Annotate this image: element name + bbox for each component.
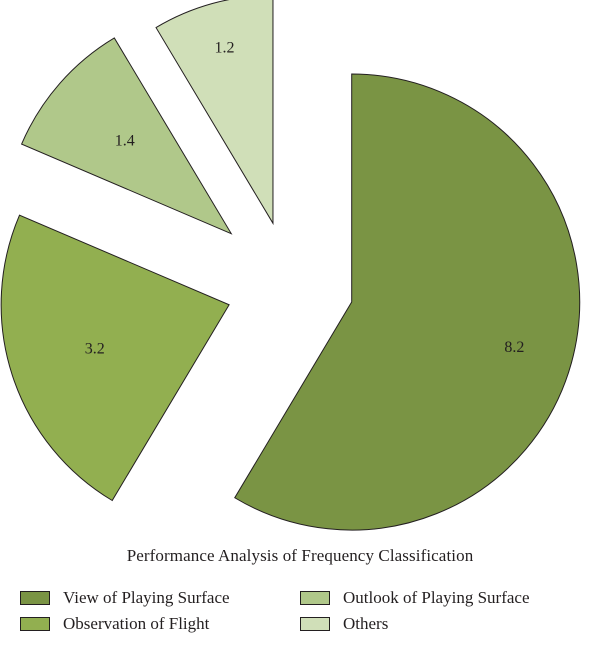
slice-value-label: 3.2 (85, 340, 105, 357)
pie-slice-view-of-playing-surface (235, 74, 580, 530)
pie-slice-observation-of-flight (1, 215, 229, 500)
chart-title: Performance Analysis of Frequency Classi… (0, 546, 600, 566)
slice-value-label: 1.4 (115, 133, 135, 150)
pie-chart: 8.2 3.2 1.4 1.2 (0, 0, 600, 540)
legend-label: Others (343, 614, 388, 634)
legend-item-observation-of-flight: Observation of Flight (20, 614, 209, 634)
legend-label: Outlook of Playing Surface (343, 588, 530, 608)
legend-label: View of Playing Surface (63, 588, 230, 608)
legend-swatch (20, 617, 50, 631)
legend-swatch (300, 591, 330, 605)
slice-value-label: 1.2 (214, 39, 234, 56)
legend-swatch (20, 591, 50, 605)
slice-value-label: 8.2 (504, 339, 524, 356)
legend-item-view-of-playing-surface: View of Playing Surface (20, 588, 230, 608)
legend-swatch (300, 617, 330, 631)
legend-item-others: Others (300, 614, 388, 634)
legend-item-outlook-of-playing-surface: Outlook of Playing Surface (300, 588, 530, 608)
legend-label: Observation of Flight (63, 614, 209, 634)
